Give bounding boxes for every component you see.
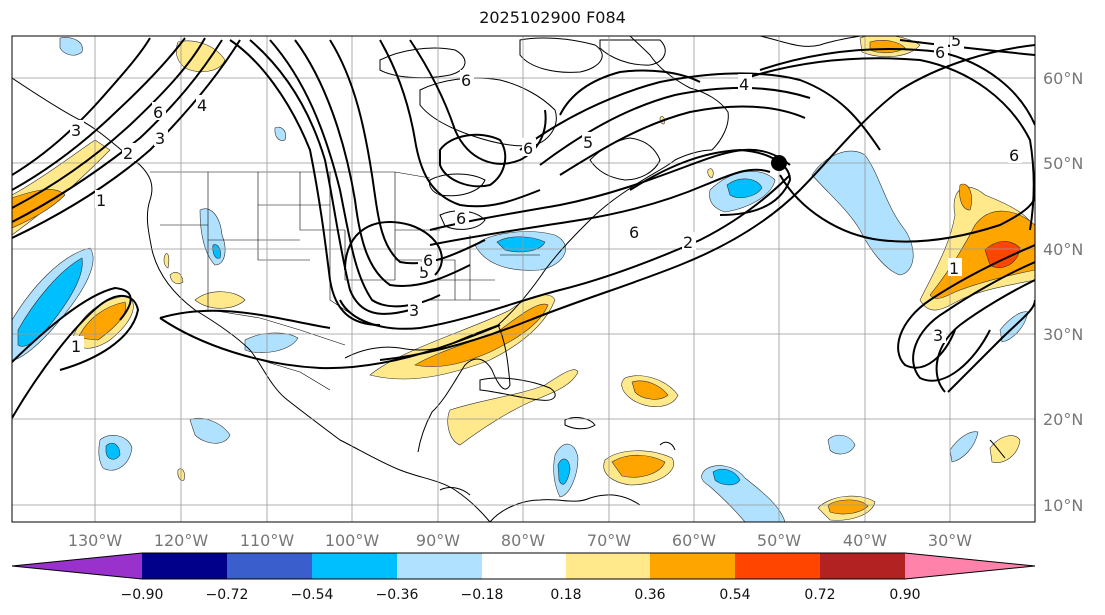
colorbar: −0.90 −0.72 −0.54 −0.36 −0.18 0.18 0.36 …	[11, 552, 1036, 603]
lon-label: 100°W	[325, 531, 380, 550]
cb-tick: 0.36	[634, 587, 665, 603]
contour-label: 3	[71, 121, 81, 140]
contour-label: 1	[949, 259, 959, 278]
colorbar-bin	[566, 553, 650, 579]
map-frame	[11, 35, 1036, 523]
contour-labels: 6 4 3 6 3 2 4 5 6 5 6 5 6 3	[70, 31, 1022, 356]
contour-label: 4	[197, 96, 207, 115]
graticule	[12, 36, 1035, 522]
contour-label: 5	[583, 133, 593, 152]
cb-tick: −0.72	[206, 587, 249, 603]
lat-label: 20°N	[1043, 410, 1083, 429]
colorbar-bin	[820, 553, 905, 579]
colorbar-bin	[312, 553, 397, 579]
contour-label: 6	[423, 251, 433, 270]
longitude-labels: 130°W 120°W 110°W 100°W 90°W 80°W 70°W 6…	[68, 531, 972, 550]
lat-label: 50°N	[1043, 154, 1083, 173]
contour-label: 6	[461, 71, 471, 90]
lon-label: 60°W	[672, 531, 716, 550]
lon-label: 40°W	[843, 531, 887, 550]
colorbar-bin	[142, 553, 227, 579]
lat-label: 40°N	[1043, 240, 1083, 259]
contour-label: 6	[1009, 146, 1019, 165]
lon-label: 30°W	[928, 531, 972, 550]
cb-tick: 0.90	[889, 587, 920, 603]
cb-tick: −0.90	[121, 587, 164, 603]
contour-label: 6	[456, 209, 466, 228]
cb-tick: 0.18	[550, 587, 581, 603]
lon-label: 80°W	[501, 531, 545, 550]
contour-label: 3	[155, 129, 165, 148]
contour-label: 6	[935, 43, 945, 62]
colorbar-bin	[735, 553, 820, 579]
colorbar-extend-min	[12, 553, 142, 579]
colorbar-bin	[227, 553, 312, 579]
contour-lines	[12, 37, 1035, 419]
lon-label: 130°W	[68, 531, 123, 550]
warm-anomaly-fills	[12, 36, 1035, 521]
lat-label: 30°N	[1043, 325, 1083, 344]
cb-tick: −0.18	[461, 587, 504, 603]
colorbar-ticks: −0.90 −0.72 −0.54 −0.36 −0.18 0.18 0.36 …	[121, 587, 921, 603]
lon-label: 70°W	[587, 531, 631, 550]
colorbar-bin	[482, 553, 566, 579]
contour-label: 6	[523, 139, 533, 158]
cb-tick: 0.54	[719, 587, 750, 603]
latitude-labels: 60°N 50°N 40°N 30°N 20°N 10°N	[1043, 69, 1083, 515]
contour-label: 2	[683, 233, 693, 252]
cb-tick: −0.54	[291, 587, 334, 603]
contour-label: 6	[629, 223, 639, 242]
lon-label: 50°W	[757, 531, 801, 550]
colorbar-extend-max	[905, 553, 1035, 579]
contour-label: 5	[951, 31, 961, 50]
lat-label: 60°N	[1043, 69, 1083, 88]
lon-label: 120°W	[154, 531, 209, 550]
location-marker	[771, 155, 787, 171]
political-borders	[150, 171, 540, 391]
contour-label: 2	[123, 144, 133, 163]
contour-label: 4	[739, 75, 749, 94]
lon-label: 110°W	[240, 531, 295, 550]
contour-label: 3	[409, 301, 419, 320]
cb-tick: −0.36	[376, 587, 419, 603]
contour-label: 6	[153, 103, 163, 122]
colorbar-bin	[397, 553, 482, 579]
cb-tick: 0.72	[804, 587, 835, 603]
contour-label: 3	[933, 326, 943, 345]
colorbar-bin	[650, 553, 735, 579]
contour-label: 5	[419, 263, 429, 282]
cool-anomaly-fills	[12, 37, 1029, 522]
contour-label: 1	[71, 337, 81, 356]
map-title: 2025102900 F084	[479, 8, 626, 27]
lon-label: 90°W	[416, 531, 460, 550]
lat-label: 10°N	[1043, 496, 1083, 515]
contour-label: 1	[96, 191, 106, 210]
